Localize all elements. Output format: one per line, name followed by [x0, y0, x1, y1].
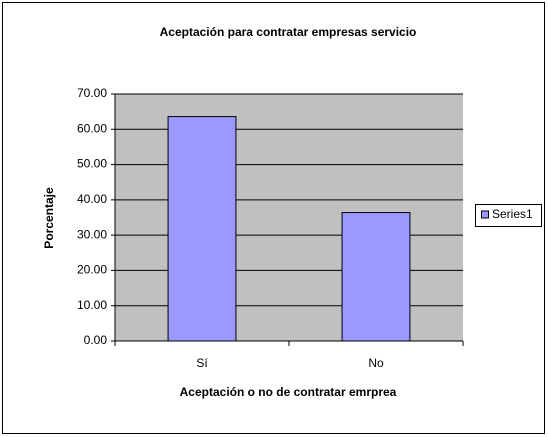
x-axis-label: Aceptación o no de contratar emrprea [180, 385, 397, 399]
legend-label: Series1 [492, 207, 533, 221]
y-tick-label: 50.00 [77, 157, 107, 171]
x-tick-label: Sí [196, 356, 208, 370]
legend [475, 204, 542, 227]
y-tick-label: 30.00 [77, 227, 107, 241]
y-tick-label: 60.00 [77, 121, 107, 135]
y-tick-label: 10.00 [77, 298, 107, 312]
y-tick-label: 0.00 [84, 333, 108, 347]
y-tick-label: 70.00 [77, 86, 107, 100]
legend-swatch [481, 210, 489, 219]
x-tick-label: No [368, 356, 384, 370]
y-axis-label: Porcentaje [42, 187, 56, 249]
y-tick-label: 20.00 [77, 263, 107, 277]
bar [341, 212, 411, 342]
plot-area [115, 94, 463, 341]
y-tick-label: 40.00 [77, 192, 107, 206]
bar [167, 116, 237, 342]
chart-title: Aceptación para contratar empresas servi… [160, 25, 417, 39]
